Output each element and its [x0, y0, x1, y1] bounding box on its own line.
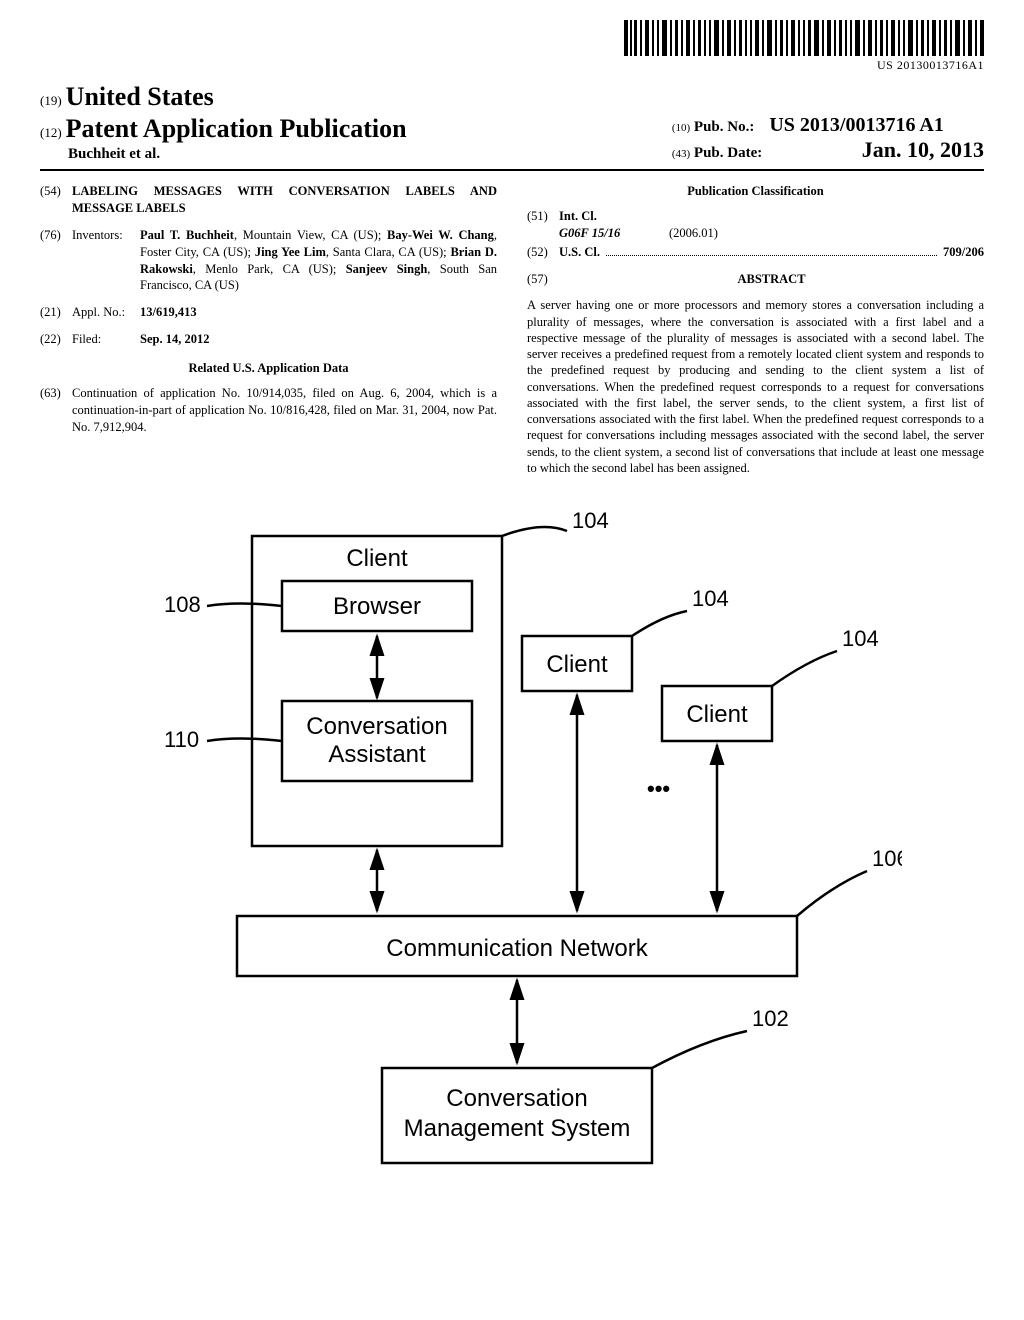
us-cl-row: (52) U.S. Cl. 709/206	[527, 244, 984, 261]
related-code: (63)	[40, 385, 72, 436]
title-row: (54) LABELING MESSAGES WITH CONVERSATION…	[40, 183, 497, 217]
dotted-leader	[606, 254, 937, 256]
appl-label: Appl. No.:	[72, 304, 140, 321]
filed-label: Filed:	[72, 331, 140, 348]
inventors-label: Inventors:	[72, 227, 140, 295]
related-text: Continuation of application No. 10/914,0…	[72, 385, 497, 436]
abstract-code: (57)	[527, 271, 559, 294]
filed-row: (22) Filed: Sep. 14, 2012	[40, 331, 497, 348]
int-cl-label: Int. Cl.	[559, 209, 597, 223]
header-right: (10) Pub. No.: US 2013/0013716 A1 (43) P…	[672, 114, 984, 163]
appl-no: 13/619,413	[140, 305, 197, 319]
int-cl-date: (2006.01)	[669, 225, 718, 242]
country-code: (19)	[40, 93, 62, 108]
network-label: Communication Network	[386, 935, 648, 962]
inventors-code: (76)	[40, 227, 72, 295]
barcode-number: US 20130013716A1	[624, 58, 984, 73]
us-cl-code: (52)	[527, 244, 559, 261]
ref-104-1: 104	[572, 508, 609, 533]
system-label-2: Management System	[404, 1115, 631, 1142]
client2-label: Client	[546, 651, 608, 678]
related-heading: Related U.S. Application Data	[40, 360, 497, 377]
appl-no-row: (21) Appl. No.: 13/619,413	[40, 304, 497, 321]
inventor-loc: , Santa Clara, CA (US);	[326, 245, 451, 259]
inventor-name: Sanjeev Singh	[346, 262, 428, 276]
assistant-label-1: Conversation	[306, 713, 447, 740]
int-cl-code: (51)	[527, 208, 559, 242]
ref-110: 110	[164, 727, 199, 752]
us-cl-label: U.S. Cl.	[559, 244, 600, 261]
barcode-region: US 20130013716A1	[40, 20, 984, 74]
inventor-name: Jing Yee Lim	[255, 245, 326, 259]
bibliographic-data: (54) LABELING MESSAGES WITH CONVERSATION…	[40, 183, 984, 476]
classification-heading: Publication Classification	[527, 183, 984, 200]
biblio-right-column: Publication Classification (51) Int. Cl.…	[527, 183, 984, 476]
figure: Client 104 Browser 108 Conversation Assi…	[40, 506, 984, 1196]
browser-label: Browser	[333, 593, 421, 620]
inventor-name: Paul T. Buchheit	[140, 228, 234, 242]
barcode-svg	[624, 20, 984, 56]
int-cl-row: (51) Int. Cl. G06F 15/16 (2006.01)	[527, 208, 984, 242]
inventor-loc: , Mountain View, CA (US);	[234, 228, 387, 242]
pub-date-code: (43)	[672, 148, 690, 160]
assistant-label-2: Assistant	[328, 741, 426, 768]
pub-no-code: (10)	[672, 122, 690, 134]
title-code: (54)	[40, 183, 72, 217]
filed-code: (22)	[40, 331, 72, 348]
client-label: Client	[346, 545, 408, 572]
abstract-text: A server having one or more processors a…	[527, 297, 984, 476]
pub-no: US 2013/0013716 A1	[769, 114, 943, 136]
ref-108: 108	[164, 592, 201, 617]
pub-no-label: Pub. No.:	[694, 119, 754, 135]
system-label-1: Conversation	[446, 1085, 587, 1112]
ref-106: 106	[872, 846, 902, 871]
pub-type-code: (12)	[40, 125, 62, 140]
abstract-heading: ABSTRACT	[559, 271, 984, 288]
int-cl-value: G06F 15/16	[559, 225, 669, 242]
barcode: US 20130013716A1	[624, 20, 984, 73]
client3-label: Client	[686, 701, 748, 728]
publication-type: Patent Application Publication	[66, 114, 407, 143]
inventor-name: Bay-Wei W. Chang	[387, 228, 494, 242]
header-left: (19) United States (12) Patent Applicati…	[40, 82, 407, 163]
country: United States	[66, 82, 214, 111]
inventors-list: Paul T. Buchheit, Mountain View, CA (US)…	[140, 227, 497, 295]
ref-104-2: 104	[692, 586, 729, 611]
related-row: (63) Continuation of application No. 10/…	[40, 385, 497, 436]
figure-svg: Client 104 Browser 108 Conversation Assi…	[122, 506, 902, 1196]
pub-date-label: Pub. Date:	[694, 145, 762, 161]
header: (19) United States (12) Patent Applicati…	[40, 82, 984, 171]
patent-title: LABELING MESSAGES WITH CONVERSATION LABE…	[72, 183, 497, 217]
us-cl-value: 709/206	[943, 244, 984, 261]
pub-date: Jan. 10, 2013	[862, 137, 984, 162]
ref-102: 102	[752, 1006, 789, 1031]
ellipsis: •••	[647, 776, 670, 801]
filed-date: Sep. 14, 2012	[140, 332, 209, 346]
appl-code: (21)	[40, 304, 72, 321]
ref-104-3: 104	[842, 626, 879, 651]
inventor-loc: , Menlo Park, CA (US);	[193, 262, 346, 276]
inventors-row: (76) Inventors: Paul T. Buchheit, Mounta…	[40, 227, 497, 295]
authors-short: Buchheit et al.	[40, 146, 407, 163]
abstract-heading-row: (57) ABSTRACT	[527, 271, 984, 294]
biblio-left-column: (54) LABELING MESSAGES WITH CONVERSATION…	[40, 183, 497, 476]
